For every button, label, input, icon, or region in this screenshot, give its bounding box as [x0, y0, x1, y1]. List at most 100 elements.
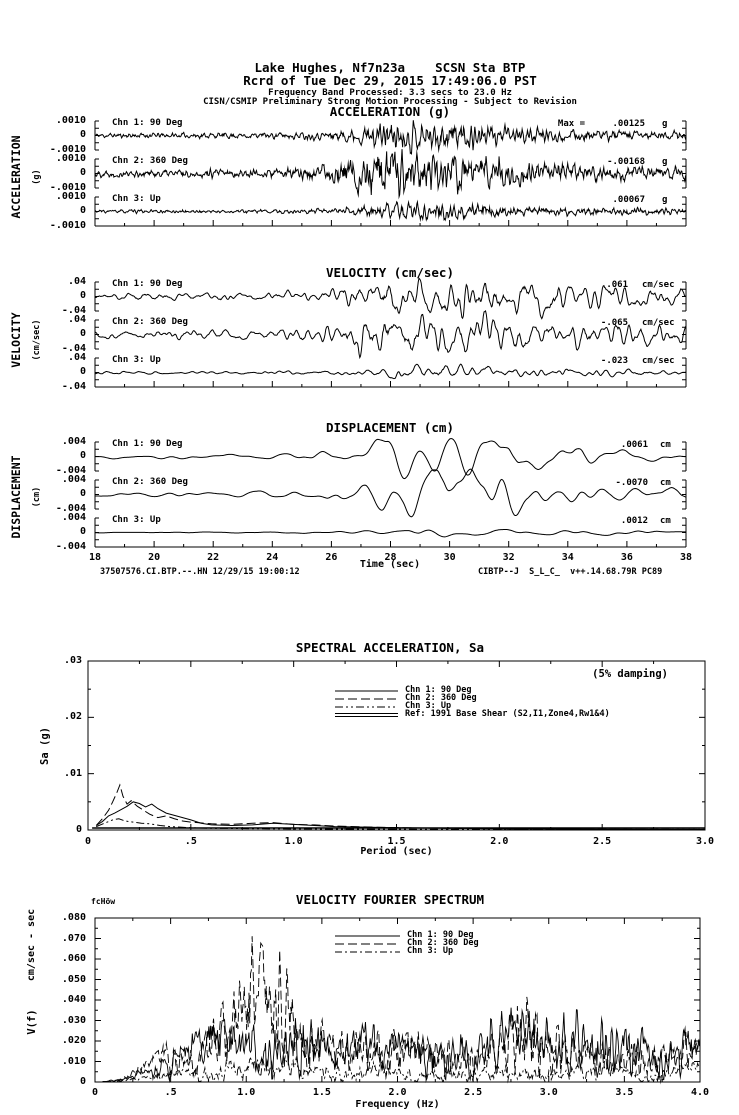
x-tick-label: 32: [502, 552, 515, 563]
x-tick-label: 2.5: [464, 1087, 483, 1098]
y-scale-label: 0: [79, 488, 86, 499]
header-line-3: Frequency Band Processed: 3.3 secs to 23…: [268, 88, 512, 98]
y-tick-label: .070: [61, 932, 86, 944]
channel-label: Chn 2: 360 Deg: [112, 317, 188, 327]
x-tick-label: 3.5: [615, 1087, 634, 1098]
y-scale-label: .0010: [55, 191, 86, 202]
max-value-label: .0012: [620, 516, 648, 526]
fourier-y-axis-label: V(f): [26, 1009, 38, 1035]
max-unit-label: cm/sec: [642, 318, 675, 328]
max-unit-label: g: [662, 157, 668, 167]
y-tick-label: .040: [61, 994, 86, 1005]
y-scale-label: -.004: [55, 503, 86, 514]
max-value-label: -.00168: [607, 157, 645, 167]
y-scale-label: 0: [79, 328, 86, 339]
y-tick-label: .010: [61, 1055, 86, 1067]
legend-label: Ref: 1991 Base Shear (S2,I1,Zone4,Rw1&4): [405, 709, 610, 719]
corner-frequency-label: fcHöw: [91, 897, 116, 906]
legend-label: Chn 1: 90 Deg: [407, 930, 474, 940]
y-scale-label: .04: [67, 314, 86, 325]
x-tick-label: 2.5: [593, 836, 612, 847]
channel-label: Chn 1: 90 Deg: [112, 118, 183, 128]
y-tick-label: 0: [79, 1076, 86, 1087]
x-tick-label: .5: [164, 1087, 177, 1098]
x-tick-label: 1.5: [312, 1087, 331, 1098]
x-tick-label: 0: [91, 1087, 99, 1098]
y-scale-label: .004: [61, 474, 86, 485]
y-scale-label: .0010: [55, 115, 86, 126]
legend-label: Chn 2: 360 Deg: [405, 693, 477, 703]
y-scale-label: .004: [61, 512, 86, 523]
max-unit-label: cm: [660, 516, 671, 526]
y-scale-label: .0010: [55, 153, 86, 164]
y-scale-label: -.0010: [49, 182, 86, 193]
y-scale-label: -.0010: [49, 220, 86, 231]
channel-label: Chn 3: Up: [112, 515, 161, 525]
y-scale-label: -.04: [61, 381, 86, 392]
displacement-plot-canvas: [87, 426, 694, 557]
max-value-label: -.0070: [615, 478, 648, 488]
max-unit-label: cm/sec: [642, 280, 675, 290]
y-scale-label: 0: [79, 366, 86, 377]
x-tick-label: 34: [561, 552, 574, 563]
header-line-2: Rcrd of Tue Dec 29, 2015 17:49:06.0 PST: [243, 73, 537, 88]
fourier-spectrum-title: VELOCITY FOURIER SPECTRUM: [295, 892, 485, 907]
x-tick-label: 28: [384, 552, 397, 563]
sa-y-axis-label: Sa (g): [39, 727, 51, 765]
channel-label: Chn 3: Up: [112, 355, 161, 365]
x-tick-label: 18: [88, 552, 102, 563]
channel-label: Chn 2: 360 Deg: [112, 156, 188, 166]
max-unit-label: g: [662, 119, 668, 129]
y-tick-label: .03: [63, 655, 82, 666]
x-tick-label: 4.0: [690, 1087, 710, 1098]
y-scale-label: 0: [79, 526, 86, 537]
acceleration-plot-canvas: [87, 105, 694, 236]
y-scale-label: 0: [79, 129, 86, 140]
y-scale-label: -.04: [61, 343, 86, 354]
x-tick-label: 26: [325, 552, 338, 563]
y-scale-label: -.04: [61, 305, 86, 316]
x-tick-label: 22: [207, 552, 220, 563]
legend-label: Chn 2: 360 Deg: [407, 938, 479, 948]
y-scale-label: 0: [79, 167, 86, 178]
max-value-label: -.065: [600, 318, 628, 328]
channel-label: Chn 2: 360 Deg: [112, 477, 188, 487]
max-value-label: .00067: [612, 195, 645, 205]
legend-label: Chn 1: 90 Deg: [405, 685, 472, 695]
header-line-1: Lake Hughes, Nf7n23a SCSN Sta BTP: [254, 60, 526, 75]
x-tick-label: 2.0: [388, 1087, 407, 1098]
x-tick-label: 3.0: [539, 1087, 558, 1098]
y-tick-label: .060: [61, 953, 86, 964]
time-axis-label: Time (sec): [359, 559, 421, 570]
y-tick-label: 0: [75, 824, 82, 835]
y-scale-label: -.0010: [49, 144, 86, 155]
y-scale-label: .004: [61, 436, 86, 447]
x-tick-label: 38: [679, 552, 693, 563]
x-tick-label: 1.0: [284, 836, 303, 847]
x-tick-label: 2.0: [490, 836, 509, 847]
spectral-acceleration-title: SPECTRAL ACCELERATION, Sa: [295, 640, 485, 655]
channel-label: Chn 1: 90 Deg: [112, 279, 183, 289]
max-unit-label: cm: [660, 440, 671, 450]
x-tick-label: 3.0: [695, 836, 715, 847]
max-unit-label: cm/sec: [642, 356, 675, 366]
y-scale-label: .04: [67, 276, 86, 287]
channel-label: Chn 3: Up: [112, 194, 161, 204]
x-tick-label: 30: [443, 552, 456, 563]
max-unit-label: g: [662, 195, 668, 205]
record-id-footer: 37507576.CI.BTP.--.HN 12/29/15 19:00:12: [100, 567, 300, 577]
max-unit-label: cm: [660, 478, 671, 488]
y-scale-label: 0: [79, 450, 86, 461]
y-tick-label: .050: [61, 973, 86, 985]
legend-label: Chn 3: Up: [405, 701, 452, 711]
max-value-label: .0061: [620, 440, 648, 450]
velocity-fourier-spectrum-plot-canvas: [80, 908, 725, 1103]
max-value-label: .00125: [612, 119, 645, 129]
y-scale-label: -.004: [55, 465, 86, 476]
y-scale-label: -.004: [55, 541, 86, 552]
y-scale-label: 0: [79, 205, 86, 216]
y-scale-label: .04: [67, 352, 86, 363]
x-tick-label: 1.0: [237, 1087, 256, 1098]
max-value-label: .061: [606, 280, 628, 290]
